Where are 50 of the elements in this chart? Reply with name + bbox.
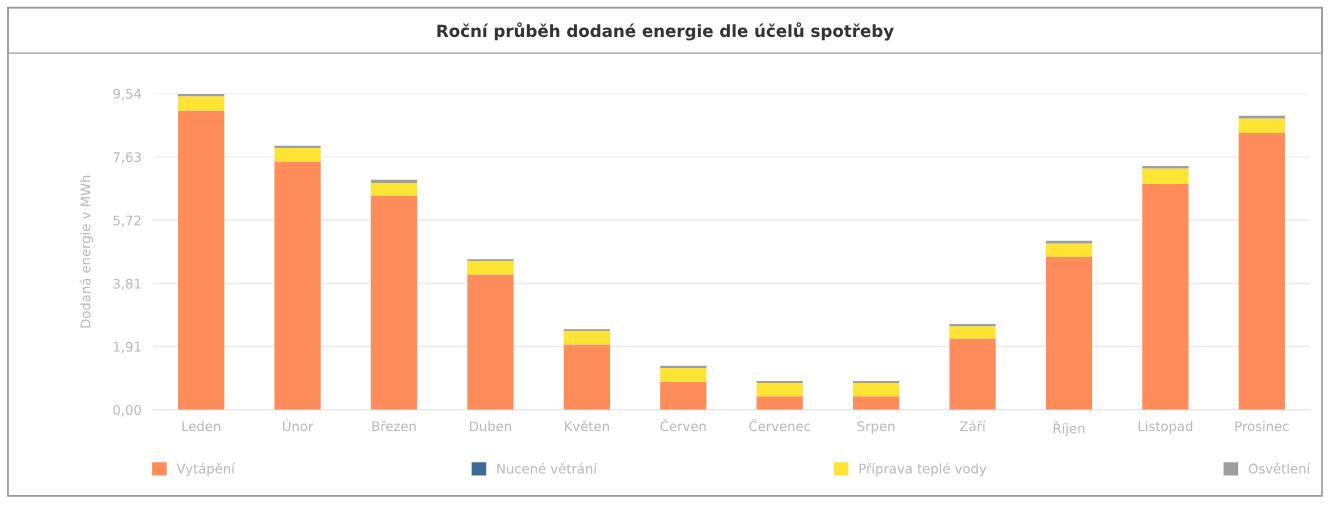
chart-title: Roční průběh dodané energie dle účelů spotřeby [437,22,894,41]
bar [1238,118,1285,134]
bar [949,338,996,410]
bar [178,110,225,410]
legend-label: Vytápění [176,462,236,477]
bar [370,179,418,184]
x-tick-label: Prosinec [1235,420,1289,432]
y-tick-label: 7,63 [113,152,141,164]
y-tick-label: 1,91 [113,341,141,354]
bar [660,368,707,382]
x-tick-label: Květen [565,420,609,432]
legend-label: Nucené větrání [497,462,598,474]
y-axis-title: Dodaná energie v MWh [79,175,94,328]
bar [1238,133,1285,410]
x-tick-label: Červen [660,418,706,432]
x-tick-label: Září [960,420,987,432]
bar [1142,168,1189,184]
bar [274,147,321,162]
bar [563,330,610,345]
bar [563,344,610,410]
bar [1142,183,1189,410]
bar [178,96,225,111]
y-tick-label: 0,00 [113,405,141,417]
bar [467,261,514,275]
legend-label: Osvětlení [1248,462,1311,474]
bar [274,161,321,410]
bar [949,326,996,339]
bar [1045,257,1093,410]
legend-label: Příprava teplé vody [859,462,987,477]
bar [853,383,900,397]
bar [1045,243,1093,258]
bar [756,383,803,397]
x-tick-label: Březen [372,420,416,432]
x-tick-label: Leden [182,420,221,432]
x-tick-label: Říjen [1053,420,1085,436]
bar [467,274,514,410]
y-tick-label: 5,72 [113,215,141,227]
y-tick-label: 9,54 [113,88,142,101]
bar [853,396,900,410]
bar [370,183,418,196]
bar [370,195,418,410]
x-tick-label: Červenec [749,418,811,432]
x-tick-label: Duben [470,420,512,432]
x-tick-label: Srpen [857,421,895,434]
y-tick-label: 3,81 [113,278,141,291]
x-tick-label: Únor [282,418,314,432]
bar [756,396,803,410]
bar [1142,165,1189,169]
x-tick-label: Listopad [1138,420,1193,434]
bar [660,381,707,410]
